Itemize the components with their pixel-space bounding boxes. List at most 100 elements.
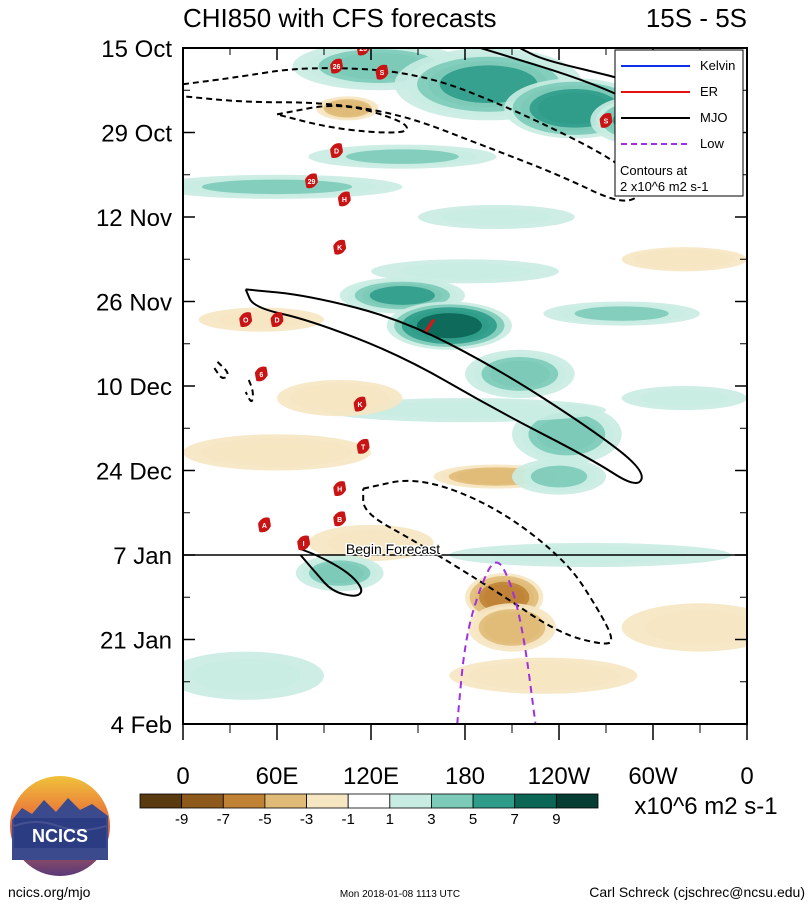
storm-marker-13: H <box>333 481 346 497</box>
field-blob-27-1 <box>646 252 722 267</box>
colorbar-bin-6 <box>389 793 432 809</box>
field-blob-17-1 <box>463 470 529 483</box>
storm-marker-label: O <box>243 318 249 325</box>
storm-marker-6: H <box>338 191 351 207</box>
logo-band <box>14 818 106 848</box>
colorbar-bin-4 <box>306 793 349 809</box>
x-tick-label: 120E <box>343 763 399 790</box>
storm-marker-core <box>241 315 251 325</box>
storm-marker-label: S <box>604 118 609 125</box>
field-blob-16-1 <box>220 441 334 464</box>
storm-marker-12: T <box>356 438 370 454</box>
y-tick-label: 10 Dec <box>96 374 172 401</box>
storm-marker-core <box>355 399 365 409</box>
colorbar-bin-2 <box>222 793 266 809</box>
field-blob-7-1 <box>441 208 552 226</box>
storm-marker-label: D <box>334 149 339 156</box>
y-tick-label: 21 Jan <box>100 628 172 655</box>
x-tick-label: 0 <box>176 763 189 790</box>
field-blob-1-1 <box>439 65 538 104</box>
field-blob-6-1 <box>201 179 353 195</box>
legend-label-kelvin: Kelvin <box>700 58 735 73</box>
y-tick-label: 24 Dec <box>96 459 172 486</box>
forecast-marker: Begin Forecast <box>183 540 747 559</box>
field-blob-18-1 <box>530 465 588 488</box>
logo-text: NCICS <box>32 826 88 846</box>
mjo-contour-4 <box>213 361 229 379</box>
field-blob-25-1 <box>190 658 301 693</box>
field-blob-21-1 <box>315 563 364 584</box>
colorbar-bin-9 <box>514 793 557 809</box>
colorbar-label: 5 <box>469 811 477 828</box>
storm-marker-14: B <box>333 511 346 527</box>
storm-marker-label: I <box>303 541 305 548</box>
latitude-band: 15S - 5S <box>646 3 747 33</box>
x-tick-label: 0 <box>740 763 753 790</box>
colorbar-label: 7 <box>511 811 519 828</box>
colorbar-label: 3 <box>427 811 435 828</box>
field-blob-10-1 <box>416 313 482 339</box>
colorbar-bin-0 <box>139 793 183 809</box>
colorbar-label: 9 <box>552 811 560 828</box>
field-blob-24-1 <box>486 664 600 687</box>
colorbar-label: -3 <box>300 811 313 828</box>
colorbar-bin-10 <box>555 793 599 809</box>
x-tick-label: 120W <box>528 763 591 790</box>
y-tick-label: 7 Jan <box>113 543 172 570</box>
field-blob-11-1 <box>489 360 550 388</box>
storm-marker-core <box>335 242 345 252</box>
field-blob-9-1 <box>369 286 435 305</box>
storm-marker-10: 6 <box>255 366 268 382</box>
legend-note-2: 2 x10^6 m2 s-1 <box>620 179 708 194</box>
colorbar-label: -5 <box>258 811 271 828</box>
field-blob-26-1 <box>645 610 747 645</box>
colorbar-bin-7 <box>431 793 474 809</box>
colorbar-bin-1 <box>181 793 224 809</box>
storm-marker-0: 26 <box>330 58 343 74</box>
mjo-contour-3 <box>244 288 643 484</box>
footer-timestamp: Mon 2018-01-08 1113 UTC <box>340 889 460 900</box>
storm-marker-label: S <box>380 70 385 77</box>
storm-marker-label: H <box>342 197 347 204</box>
storm-marker-label: H <box>337 487 342 494</box>
legend-box <box>614 49 744 197</box>
chart-title: CHI850 with CFS forecasts <box>183 3 497 33</box>
storm-marker-core <box>306 176 316 186</box>
field-blob-29-1 <box>574 306 669 321</box>
field-blob-13-1 <box>366 401 564 419</box>
colorbar-label: -1 <box>342 811 355 828</box>
storm-marker-label: 6 <box>259 372 263 379</box>
colorbar-label: -9 <box>175 811 188 828</box>
y-tick-label: 29 Oct <box>101 121 172 148</box>
mjo-contour-5 <box>244 379 254 403</box>
storm-marker-3: S <box>599 112 613 128</box>
storm-marker-core <box>335 514 345 524</box>
storm-marker-label: D <box>274 318 279 325</box>
mjo-contour-1 <box>183 67 641 202</box>
y-tick-label: 4 Feb <box>111 712 172 739</box>
footer-url[interactable]: ncics.org/mjo <box>8 884 91 900</box>
storm-marker-core <box>358 48 368 53</box>
colorbar-bin-3 <box>264 793 307 809</box>
storm-marker-label: 26 <box>333 64 341 71</box>
legend-note-1: Contours at <box>620 163 688 178</box>
mjo-contour-2 <box>276 104 408 134</box>
legend-label-mjo: MJO <box>700 110 727 125</box>
y-tick-label: 26 Nov <box>96 290 172 317</box>
x-tick-label: 60E <box>256 763 299 790</box>
colorbar-units: x10^6 m2 s-1 <box>634 793 777 820</box>
storm-marker-label: A <box>262 523 267 530</box>
storm-marker-core <box>299 538 309 548</box>
storm-marker-8: O <box>239 312 252 328</box>
forecast-label: Begin Forecast <box>346 541 440 557</box>
er-segment-0 <box>424 318 435 333</box>
storm-marker-core <box>339 194 349 204</box>
ncics-logo: NCICS <box>10 776 110 876</box>
y-tick-label: 15 Oct <box>101 36 172 63</box>
storm-marker-15: A <box>258 517 271 533</box>
low-contour-0 <box>456 561 537 724</box>
field-blob-19-1 <box>327 530 415 556</box>
storm-marker-core <box>332 146 342 156</box>
colorbar-label: -7 <box>217 811 230 828</box>
